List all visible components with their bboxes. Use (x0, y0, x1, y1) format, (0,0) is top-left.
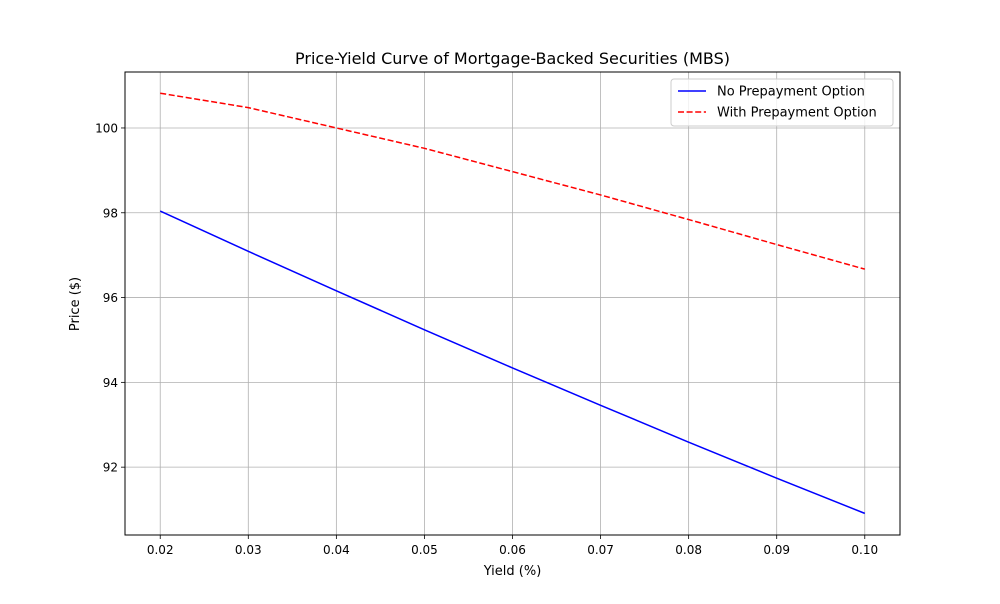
legend: No Prepayment Option With Prepayment Opt… (670, 78, 894, 127)
x-tick-label: 0.02 (147, 543, 174, 557)
series-line-no-prepayment-option (159, 210, 866, 515)
legend-label-no-prepayment: No Prepayment Option (717, 85, 865, 100)
y-axis-label: Price ($) (68, 277, 83, 331)
x-tick-label: 0.10 (851, 543, 878, 557)
x-tick-label: 0.09 (763, 543, 790, 557)
x-tick-label: 0.08 (675, 543, 702, 557)
plot-series (159, 92, 866, 515)
y-tick-label: 92 (103, 461, 118, 475)
x-tick-label: 0.06 (499, 543, 526, 557)
y-tick-label: 96 (103, 291, 118, 305)
x-tick-label: 0.04 (323, 543, 350, 557)
x-axis-label: Yield (%) (483, 564, 542, 579)
y-tick-label: 94 (103, 376, 118, 390)
series-line-with-prepayment-option (160, 92, 865, 270)
y-tick-label: 100 (95, 121, 118, 135)
x-tick-label: 0.07 (587, 543, 614, 557)
x-tick-label: 0.03 (235, 543, 262, 557)
legend-box (670, 78, 894, 127)
y-tick-label: 98 (103, 206, 118, 220)
y-axis-ticks: 92 94 96 98 100 (95, 121, 125, 475)
grid (125, 72, 900, 535)
legend-label-with-prepayment: With Prepayment Option (717, 106, 877, 121)
x-tick-label: 0.05 (411, 543, 438, 557)
x-axis-ticks: 0.02 0.03 0.04 0.05 0.06 0.07 0.08 0.09 0.10 (147, 535, 878, 557)
chart-title: Price-Yield Curve of Mortgage-Backed Sec… (295, 49, 730, 68)
